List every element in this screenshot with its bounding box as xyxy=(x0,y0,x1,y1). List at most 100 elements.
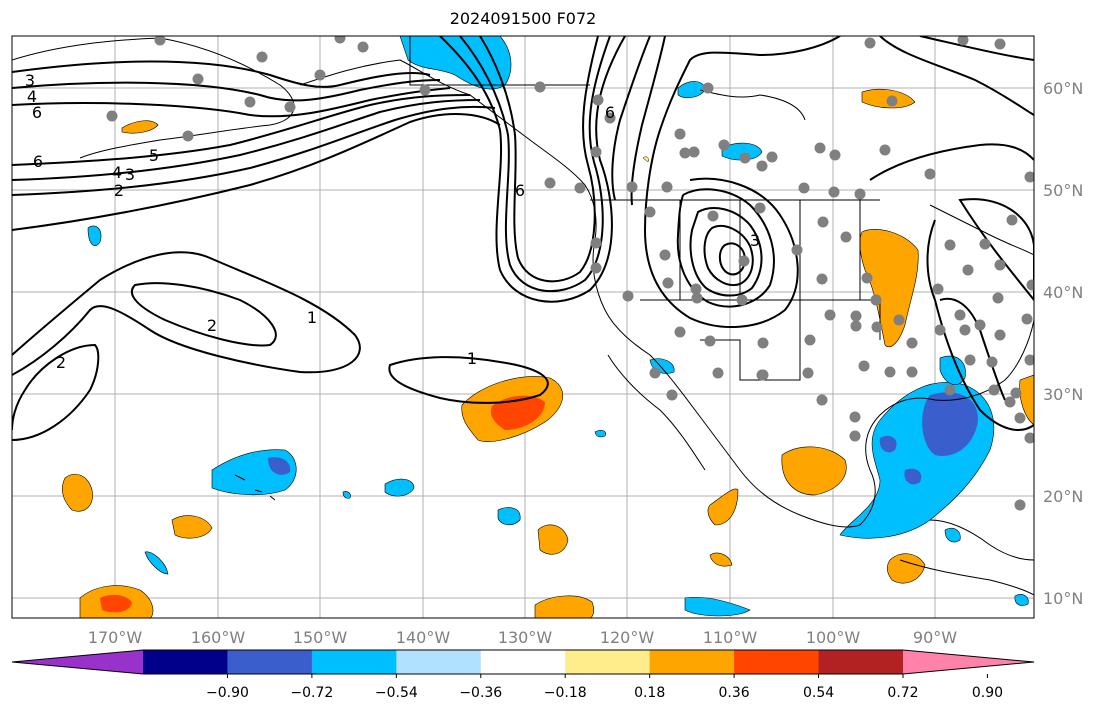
latitude-tick-label: 20°N xyxy=(1043,487,1083,506)
contour-value-label: 3 xyxy=(750,231,760,250)
station-dot xyxy=(604,112,616,124)
station-dot xyxy=(590,262,602,274)
station-dot xyxy=(574,182,586,194)
station-dot xyxy=(994,329,1006,341)
station-dot xyxy=(1014,412,1026,424)
colorbar-tick-label: −0.36 xyxy=(459,685,502,701)
station-dot xyxy=(817,216,829,228)
station-dot xyxy=(1004,396,1016,408)
station-dot xyxy=(192,73,204,85)
station-dot xyxy=(849,430,861,442)
station-dot xyxy=(757,337,769,349)
station-dot xyxy=(659,249,671,261)
map-title: 2024091500 F072 xyxy=(449,9,597,28)
station-dot xyxy=(590,237,602,249)
station-dot xyxy=(804,334,816,346)
station-dot xyxy=(766,151,778,163)
station-dot xyxy=(924,168,936,180)
contour-value-label: 1 xyxy=(467,349,477,368)
station-dot xyxy=(182,130,194,142)
station-dot xyxy=(756,369,768,381)
station-dot xyxy=(879,144,891,156)
station-dot xyxy=(666,389,678,401)
contour-value-label: 2 xyxy=(207,316,217,335)
colorbar-tick-labels: −0.90 −0.72 −0.54 −0.36 −0.18 0.18 0.36 0.54 0.7… xyxy=(206,674,1003,701)
station-dot xyxy=(944,384,956,396)
station-dot xyxy=(932,283,944,295)
station-dot xyxy=(906,366,918,378)
longitude-tick-label: 130°W xyxy=(498,628,553,647)
station-dot xyxy=(1006,214,1018,226)
longitude-tick-label: 100°W xyxy=(806,628,861,647)
colorbar-tick-label: −0.18 xyxy=(544,685,587,701)
station-dot xyxy=(662,277,674,289)
longitude-tick-label: 170°W xyxy=(88,628,143,647)
station-dot xyxy=(622,290,634,302)
station-dot xyxy=(954,309,966,321)
latitude-tick-label: 50°N xyxy=(1043,181,1083,200)
colorbar-tick-label: 0.90 xyxy=(972,685,1003,701)
station-dot xyxy=(814,142,826,154)
station-dot xyxy=(590,146,602,158)
map-frame xyxy=(11,35,1035,619)
colorbar-bin xyxy=(818,650,904,674)
station-dot xyxy=(816,394,828,406)
latitude-tick-label: 40°N xyxy=(1043,283,1083,302)
station-dot xyxy=(986,356,998,368)
longitude-tick-label: 140°W xyxy=(396,628,451,647)
station-dot xyxy=(906,337,918,349)
station-dot xyxy=(661,181,673,193)
colorbar-bin xyxy=(143,650,228,674)
colorbar-bin xyxy=(649,650,735,674)
station-dot xyxy=(702,82,714,94)
station-dot xyxy=(1014,499,1026,511)
station-dot xyxy=(850,320,862,332)
contour-value-label: 6 xyxy=(605,103,615,122)
station-dot xyxy=(829,149,841,161)
colorbar-tick-label: −0.54 xyxy=(375,685,418,701)
station-dot xyxy=(992,292,1004,304)
station-dot xyxy=(994,259,1006,271)
station-dot xyxy=(824,309,836,321)
latitude-tick-label: 60°N xyxy=(1043,79,1083,98)
colorbar-extend-max xyxy=(903,650,1034,674)
longitude-tick-label: 160°W xyxy=(191,628,246,647)
station-dot xyxy=(854,188,866,200)
station-dot xyxy=(649,367,661,379)
station-dot xyxy=(988,384,1000,396)
contour-value-label: 4 xyxy=(27,87,37,106)
station-dot xyxy=(738,255,750,267)
station-dot xyxy=(754,202,766,214)
station-dot xyxy=(688,146,700,158)
station-dot xyxy=(962,264,974,276)
station-dot xyxy=(934,324,946,336)
colorbar xyxy=(11,649,1035,675)
colorbar-bin xyxy=(227,650,313,674)
station-dot xyxy=(314,69,326,81)
colorbar-bin xyxy=(565,650,651,674)
station-dot xyxy=(718,139,730,151)
station-dot xyxy=(1010,387,1022,399)
station-dot xyxy=(357,41,369,53)
station-dot xyxy=(1021,313,1033,325)
station-dot xyxy=(674,326,686,338)
longitude-tick-label: 90°W xyxy=(913,628,957,647)
station-dot xyxy=(828,186,840,198)
station-dot xyxy=(1024,171,1034,183)
station-dot xyxy=(864,37,876,49)
station-dot xyxy=(994,38,1006,50)
colorbar-tick-label: 0.18 xyxy=(634,685,665,701)
station-dot xyxy=(1026,279,1034,291)
station-dot xyxy=(858,360,870,372)
colorbar-outline xyxy=(11,649,1035,675)
station-dot xyxy=(886,95,898,107)
station-dot xyxy=(334,36,346,44)
contour-value-label: 6 xyxy=(32,103,42,122)
contour-value-label: 6 xyxy=(33,152,43,171)
station-dot xyxy=(704,335,716,347)
station-dot xyxy=(802,367,814,379)
longitude-labels: 170°W 160°W 150°W 140°W 130°W 120°W 110°W 100°W… xyxy=(88,628,957,647)
station-dot xyxy=(644,206,656,218)
